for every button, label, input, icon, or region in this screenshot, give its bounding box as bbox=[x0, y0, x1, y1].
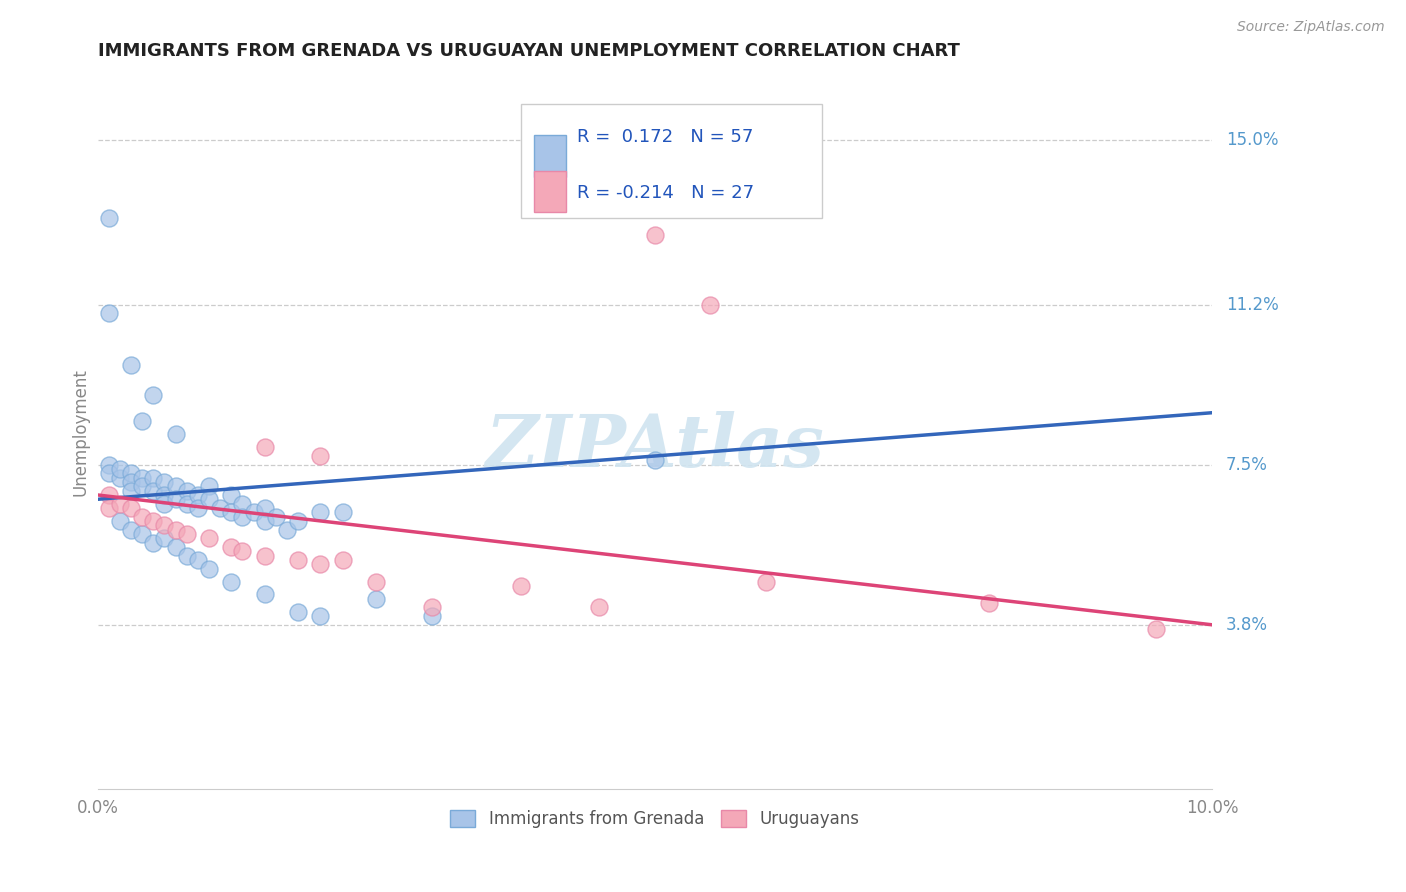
Point bbox=[97, 306, 120, 320]
Point bbox=[253, 587, 276, 601]
FancyBboxPatch shape bbox=[534, 136, 565, 177]
Point bbox=[165, 479, 187, 493]
Point bbox=[332, 505, 354, 519]
Point bbox=[165, 427, 187, 442]
Point bbox=[977, 596, 1000, 610]
Point bbox=[198, 479, 221, 493]
Point bbox=[332, 553, 354, 567]
Point bbox=[198, 492, 221, 507]
Point bbox=[97, 500, 120, 515]
Point bbox=[165, 492, 187, 507]
Point bbox=[198, 561, 221, 575]
Point bbox=[699, 297, 721, 311]
Point bbox=[97, 211, 120, 225]
Point bbox=[131, 509, 153, 524]
Point bbox=[108, 497, 131, 511]
Text: R =  0.172   N = 57: R = 0.172 N = 57 bbox=[576, 128, 754, 146]
Text: ZIPAtlas: ZIPAtlas bbox=[485, 411, 824, 482]
Point bbox=[366, 591, 388, 606]
Point bbox=[131, 527, 153, 541]
Text: Source: ZipAtlas.com: Source: ZipAtlas.com bbox=[1237, 20, 1385, 34]
Point bbox=[253, 549, 276, 563]
Point bbox=[97, 488, 120, 502]
Point bbox=[120, 467, 142, 481]
Point bbox=[755, 574, 778, 589]
Point bbox=[187, 500, 209, 515]
Point bbox=[120, 523, 142, 537]
Point bbox=[142, 483, 165, 498]
Point bbox=[153, 518, 176, 533]
Point bbox=[176, 549, 198, 563]
Point bbox=[287, 553, 309, 567]
Point bbox=[187, 488, 209, 502]
Point bbox=[231, 509, 253, 524]
Text: 3.8%: 3.8% bbox=[1226, 615, 1268, 634]
Point bbox=[221, 574, 243, 589]
Point bbox=[221, 505, 243, 519]
Point bbox=[108, 462, 131, 476]
Point bbox=[131, 414, 153, 428]
Text: 15.0%: 15.0% bbox=[1226, 131, 1278, 149]
Point bbox=[253, 500, 276, 515]
Point bbox=[1144, 622, 1167, 636]
Point bbox=[420, 600, 443, 615]
Point bbox=[287, 605, 309, 619]
Point bbox=[120, 500, 142, 515]
Point bbox=[644, 228, 666, 243]
Point bbox=[142, 514, 165, 528]
Point bbox=[120, 483, 142, 498]
Point bbox=[231, 497, 253, 511]
Text: 7.5%: 7.5% bbox=[1226, 456, 1268, 474]
Point bbox=[131, 479, 153, 493]
Text: R = -0.214   N = 27: R = -0.214 N = 27 bbox=[576, 184, 754, 202]
FancyBboxPatch shape bbox=[522, 103, 823, 218]
Point bbox=[644, 453, 666, 467]
Point bbox=[309, 609, 332, 624]
Point bbox=[153, 497, 176, 511]
Point bbox=[366, 574, 388, 589]
Point bbox=[153, 488, 176, 502]
Point bbox=[165, 523, 187, 537]
Point bbox=[309, 558, 332, 572]
Point bbox=[588, 600, 610, 615]
Point bbox=[176, 497, 198, 511]
Point bbox=[221, 540, 243, 554]
Y-axis label: Unemployment: Unemployment bbox=[72, 368, 89, 496]
Point bbox=[187, 553, 209, 567]
Point bbox=[97, 458, 120, 472]
FancyBboxPatch shape bbox=[534, 171, 565, 212]
Point bbox=[253, 441, 276, 455]
Point bbox=[276, 523, 298, 537]
Point bbox=[198, 531, 221, 545]
Point bbox=[420, 609, 443, 624]
Point bbox=[120, 475, 142, 489]
Point bbox=[231, 544, 253, 558]
Point bbox=[165, 540, 187, 554]
Legend: Immigrants from Grenada, Uruguayans: Immigrants from Grenada, Uruguayans bbox=[444, 803, 866, 834]
Point bbox=[176, 483, 198, 498]
Text: IMMIGRANTS FROM GRENADA VS URUGUAYAN UNEMPLOYMENT CORRELATION CHART: IMMIGRANTS FROM GRENADA VS URUGUAYAN UNE… bbox=[97, 42, 959, 60]
Point bbox=[309, 505, 332, 519]
Text: 11.2%: 11.2% bbox=[1226, 295, 1278, 314]
Point bbox=[108, 470, 131, 484]
Point bbox=[142, 388, 165, 402]
Point bbox=[242, 505, 264, 519]
Point bbox=[153, 475, 176, 489]
Point bbox=[287, 514, 309, 528]
Point bbox=[142, 470, 165, 484]
Point bbox=[253, 514, 276, 528]
Point bbox=[221, 488, 243, 502]
Point bbox=[510, 579, 533, 593]
Point bbox=[131, 470, 153, 484]
Point bbox=[97, 467, 120, 481]
Point bbox=[120, 358, 142, 372]
Point bbox=[209, 500, 232, 515]
Point bbox=[309, 449, 332, 463]
Point bbox=[153, 531, 176, 545]
Point bbox=[264, 509, 287, 524]
Point bbox=[108, 514, 131, 528]
Point bbox=[142, 535, 165, 549]
Point bbox=[176, 527, 198, 541]
